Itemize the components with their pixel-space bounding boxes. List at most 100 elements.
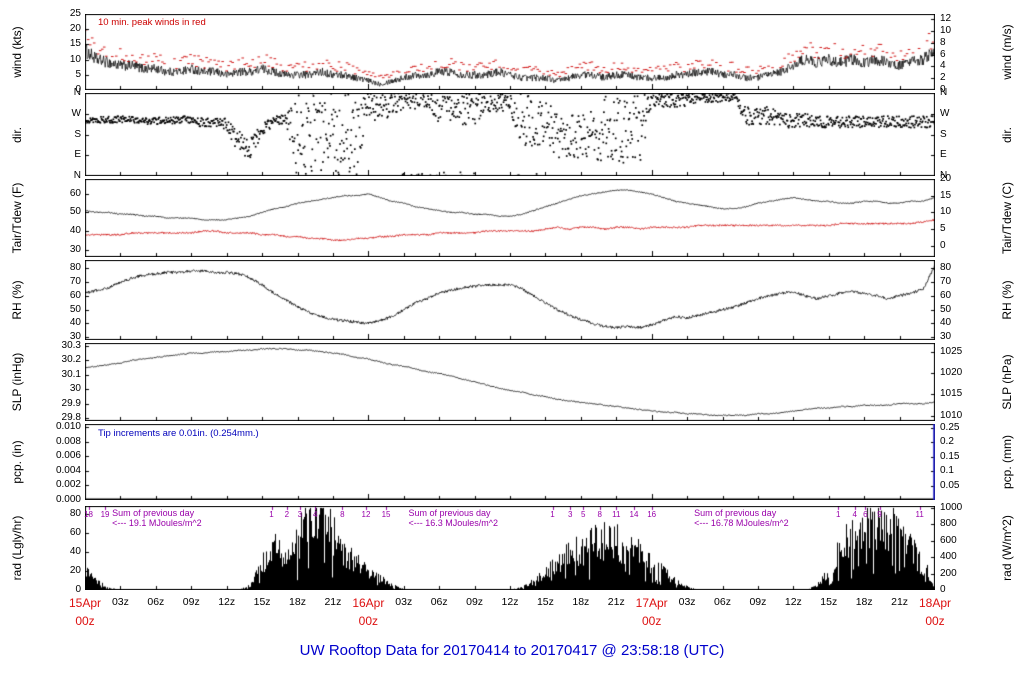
rad-cumulative-label-16: 1 <box>835 510 841 519</box>
y-tick-label-right-dir: E <box>940 149 947 161</box>
panel-canvas-dir <box>85 93 935 176</box>
y-tick-label-left-rh: 80 <box>69 262 81 274</box>
y-tick-label-left-dir: W <box>71 107 81 119</box>
x-tick-label-14: 03z <box>678 596 696 608</box>
y-tick-label-right-rad: 1000 <box>940 501 963 513</box>
y-tick-label-left-rad: 40 <box>69 545 81 557</box>
y-tick-label-right-pcp: 0.15 <box>940 450 960 462</box>
rad-cumulative-label-18: 6 <box>863 510 868 519</box>
axis-title-left-pcp: pcp. (in) <box>10 440 24 484</box>
rad-cumulative-label-6: 8 <box>340 510 345 519</box>
axis-title-right-rad: rad (W/m^2) <box>1000 515 1014 581</box>
y-tick-label-left-rh: 40 <box>69 317 81 329</box>
y-tick-label-right-rh: 70 <box>940 276 952 288</box>
rad-cumulative-label-15: 16 <box>647 510 657 519</box>
y-tick-label-right-rad: 0 <box>940 584 946 595</box>
x-day-label-2: 17Apr <box>635 596 668 610</box>
panel-canvas-slp <box>85 343 935 421</box>
x-tick-label-8: 06z <box>430 596 448 608</box>
axis-title-right-rh: RH (%) <box>1000 280 1014 320</box>
x-day-label-0: 15Apr <box>68 596 102 610</box>
y-tick-label-right-rad: 800 <box>940 518 957 530</box>
y-tick-label-right-wind: 6 <box>940 48 946 60</box>
rad-cumulative-label-17: 4 <box>852 510 857 519</box>
axis-title-right-wind: wind (m/s) <box>1000 24 1014 80</box>
y-tick-label-right-rh: 30 <box>940 331 952 343</box>
y-tick-label-left-dir: N <box>73 87 81 98</box>
rad-cumulative-label-9: 1 <box>550 510 555 519</box>
x-tick-label-5: 18z <box>289 596 306 608</box>
y-tick-label-right-rh: 40 <box>940 317 952 329</box>
y-tick-label-right-wind: 10 <box>940 24 952 36</box>
x-tick-label-20: 21z <box>891 596 909 608</box>
y-tick-label-right-slp: 1010 <box>940 409 963 421</box>
rad-cumulative-label-5: 4 <box>312 510 318 519</box>
y-tick-label-left-slp: 29.9 <box>61 397 81 409</box>
x-tick-label-7: 03z <box>395 596 413 608</box>
y-tick-label-right-rad: 400 <box>940 551 957 563</box>
rad-cumulative-label-11: 5 <box>580 510 586 519</box>
axis-title-left-dir: dir. <box>10 126 24 143</box>
y-tick-label-right-wind: 2 <box>940 72 946 84</box>
y-tick-label-left-rad: 0 <box>75 584 81 595</box>
pcp-tip-annotation: Tip increments are 0.01in. (0.254mm.) <box>98 428 259 439</box>
y-tick-label-right-rad: 200 <box>940 567 957 579</box>
y-tick-label-left-rh: 70 <box>69 276 81 288</box>
x-tick-label-13: 21z <box>607 596 625 608</box>
panel-canvas-wind <box>85 14 935 90</box>
y-tick-label-right-wind: 0 <box>940 84 946 95</box>
y-tick-label-right-pcp: 0.1 <box>940 465 954 477</box>
y-tick-label-right-pcp: 0.05 <box>940 479 960 491</box>
x-tick-label-17: 12z <box>784 596 802 608</box>
y-tick-label-left-pcp: 0.000 <box>55 494 81 505</box>
y-tick-label-right-tair: 10 <box>940 206 952 218</box>
chart-title: UW Rooftop Data for 20170414 to 20170417… <box>299 642 725 659</box>
x-tick-label-6: 21z <box>324 596 342 608</box>
y-tick-label-right-dir: N <box>940 87 948 98</box>
y-tick-label-right-wind: 4 <box>940 60 946 72</box>
x-tick-label-12: 18z <box>572 596 590 608</box>
x-tick-label-9: 09z <box>466 596 484 608</box>
y-tick-label-right-dir: N <box>940 170 948 181</box>
y-tick-label-left-pcp: 0.008 <box>55 435 81 447</box>
y-tick-label-right-pcp: 0.25 <box>940 422 960 434</box>
y-tick-label-left-rh: 30 <box>69 331 81 343</box>
x-tick-label-10: 12z <box>501 596 519 608</box>
y-tick-label-left-pcp: 0.006 <box>55 450 81 462</box>
rad-sum-value-0: <--- 19.1 MJoules/m^2 <box>112 518 202 528</box>
axis-title-right-pcp: pcp. (mm) <box>1000 435 1014 489</box>
x-day-sublabel-0: 00z <box>75 614 95 628</box>
rad-cumulative-label-20: 11 <box>915 510 924 519</box>
y-tick-label-left-slp: 29.8 <box>61 412 81 424</box>
y-tick-label-left-tair: 60 <box>69 187 81 199</box>
x-tick-label-15: 06z <box>714 596 731 608</box>
rad-cumulative-label-10: 3 <box>567 510 573 519</box>
y-tick-label-right-wind: 8 <box>940 36 946 48</box>
y-tick-label-right-rh: 50 <box>940 303 952 315</box>
y-tick-label-left-rad: 60 <box>69 526 81 538</box>
rad-cumulative-label-12: 8 <box>597 510 602 519</box>
rad-cumulative-label-4: 3 <box>297 510 303 519</box>
y-tick-label-left-slp: 30.3 <box>61 339 81 351</box>
axis-title-left-tair: Tair/Tdew (F) <box>10 182 24 254</box>
rad-cumulative-label-7: 12 <box>361 510 371 519</box>
y-tick-label-right-rh: 80 <box>940 262 952 274</box>
x-tick-label-4: 15z <box>253 596 271 608</box>
y-tick-label-right-pcp: 0.2 <box>940 436 954 448</box>
y-tick-label-right-tair: 5 <box>940 223 946 235</box>
y-tick-label-right-rad: 600 <box>940 534 957 546</box>
y-tick-label-left-wind: 10 <box>69 53 81 65</box>
rad-cumulative-label-3: 2 <box>284 510 290 519</box>
axis-title-right-slp: SLP (hPa) <box>1000 354 1014 410</box>
rad-cumulative-label-8: 15 <box>381 510 391 519</box>
y-tick-label-left-rad: 20 <box>69 564 81 576</box>
x-day-sublabel-1: 00z <box>358 614 378 628</box>
axis-title-left-slp: SLP (inHg) <box>10 352 24 412</box>
x-day-sublabel-3: 00z <box>925 614 945 628</box>
panel-canvas-pcp <box>85 424 935 500</box>
y-tick-label-left-slp: 30 <box>69 383 81 395</box>
axis-title-left-wind: wind (kts) <box>10 26 24 78</box>
x-day-label-1: 16Apr <box>352 596 385 610</box>
rad-cumulative-label-19: 9 <box>877 510 882 519</box>
